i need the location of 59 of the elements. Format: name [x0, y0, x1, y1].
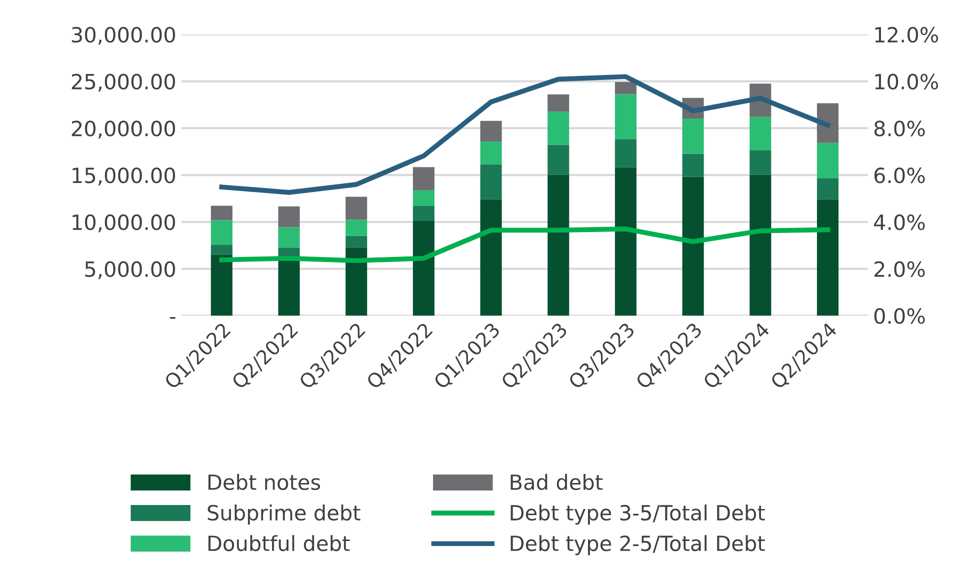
- bar: [750, 150, 772, 175]
- bar: [346, 220, 368, 236]
- y2-tick-label: 8.0%: [874, 120, 925, 136]
- y-tick-label: 30,000.00: [72, 26, 176, 45]
- bar: [412, 221, 434, 316]
- bar: [548, 174, 570, 316]
- y-tick-label: 10,000.00: [72, 214, 176, 232]
- legend-label: Debt type 3-5/Total Debt: [510, 504, 765, 525]
- bar: [548, 144, 570, 175]
- y2-tick-label: 6.0%: [874, 168, 925, 184]
- bar: [614, 167, 636, 316]
- bar: [480, 199, 502, 316]
- y-tick-label: 25,000.00: [72, 74, 176, 92]
- bar: [614, 139, 636, 168]
- bar: [412, 206, 434, 222]
- bar: [816, 178, 839, 200]
- bar: [278, 227, 300, 248]
- bar: [614, 82, 636, 94]
- y2-tick-label: 4.0%: [874, 214, 925, 230]
- bar: [210, 254, 232, 316]
- bar: [480, 164, 502, 200]
- bar: [278, 258, 300, 316]
- bar: [278, 206, 300, 228]
- bar: [346, 247, 368, 316]
- bar: [750, 116, 772, 150]
- y-tick-label: -: [170, 317, 176, 319]
- bar: [816, 103, 839, 143]
- bar: [682, 118, 704, 154]
- y2-tick-label: 0.0%: [874, 308, 925, 324]
- y-tick-label: 15,000.00: [72, 168, 176, 186]
- bar: [210, 206, 232, 220]
- y2-tick-label: 12.0%: [875, 26, 938, 43]
- bar: [346, 196, 368, 220]
- legend-label: Doubtful debt: [208, 535, 350, 552]
- bar: [614, 94, 636, 140]
- bar: [682, 154, 704, 177]
- y2-tick-label: 2.0%: [874, 261, 925, 278]
- y-tick-label: 20,000.00: [72, 120, 176, 139]
- y2-tick-label: 10.0%: [875, 74, 938, 90]
- bar: [210, 244, 232, 255]
- bar: [548, 94, 570, 112]
- bar: [412, 167, 434, 190]
- line-series: [219, 74, 830, 195]
- bar: [816, 142, 839, 178]
- bar: [548, 112, 570, 145]
- line-series: [219, 226, 830, 264]
- bar: [750, 174, 772, 316]
- bar: [682, 176, 704, 316]
- bar: [480, 142, 502, 164]
- y-tick-label: 5,000.00: [85, 261, 176, 280]
- legend-label: Bad debt: [510, 474, 603, 490]
- bar: [346, 236, 368, 248]
- legend-label: Debt notes: [208, 474, 320, 490]
- legend-label: Subprime debt: [208, 504, 360, 525]
- legend-label: Debt type 2-5/Total Debt: [510, 535, 765, 556]
- bar: [412, 190, 434, 206]
- bar: [480, 120, 502, 142]
- bar: [816, 199, 839, 316]
- bar: [210, 220, 232, 245]
